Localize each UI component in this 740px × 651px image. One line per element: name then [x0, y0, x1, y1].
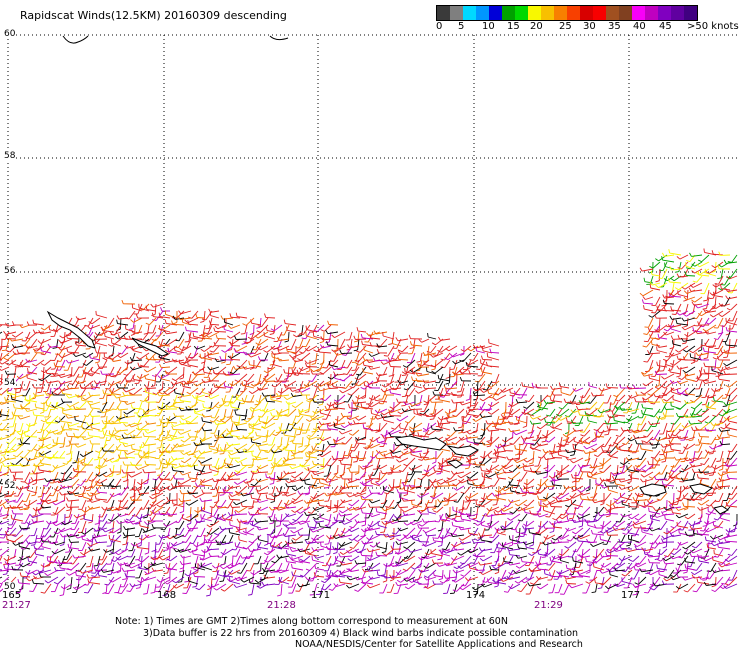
time-label-2128: 21:28: [267, 600, 296, 611]
coastline-top-left: [63, 36, 88, 43]
lat-label-60: 60: [3, 29, 16, 39]
lat-label-54: 54: [3, 378, 16, 388]
footnote-line-1: Note: 1) Times are GMT 2)Times along bot…: [115, 616, 615, 628]
coastline-top-mid: [270, 36, 288, 40]
aleutian-island-1: [396, 436, 446, 450]
coastlines: [48, 36, 728, 514]
wind-barbs: [0, 249, 737, 597]
lon-label-174: 174: [466, 590, 485, 601]
time-label-2127: 21:27: [2, 600, 31, 611]
aleutian-island-4: [640, 484, 666, 496]
footnote: Note: 1) Times are GMT 2)Times along bot…: [115, 616, 615, 651]
footnote-line-3: NOAA/NESDIS/Center for Satellite Applica…: [115, 639, 615, 651]
lat-label-58: 58: [3, 151, 16, 161]
lat-label-52: 52: [3, 481, 16, 491]
footnote-line-2: 3)Data buffer is 22 hrs from 20160309 4)…: [115, 628, 615, 640]
lon-label-168: 168: [157, 590, 176, 601]
aleutian-island-3: [448, 460, 462, 468]
time-label-2129: 21:29: [534, 600, 563, 611]
aleutian-island-6: [714, 506, 728, 514]
wind-map: [0, 0, 740, 600]
lat-label-56: 56: [3, 266, 16, 276]
lon-label-177: 177: [621, 590, 640, 601]
lon-label-171: 171: [311, 590, 330, 601]
